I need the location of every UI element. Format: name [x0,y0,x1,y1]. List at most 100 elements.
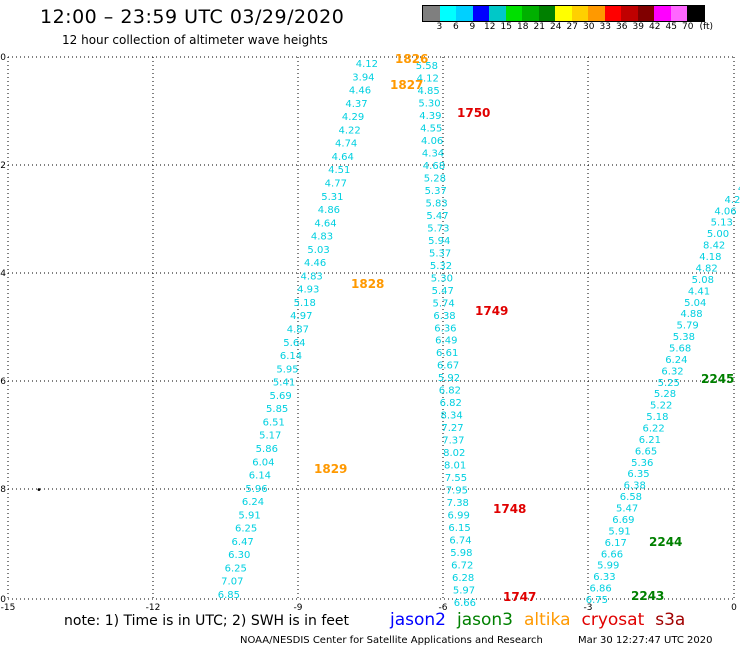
wave-height-value: 7.38 [447,498,469,509]
wave-height-value: 6.82 [439,386,461,397]
wave-height-value: 6.86 [590,584,612,595]
x-tick-label: -15 [1,603,16,613]
satellite-altika: altika [524,610,571,630]
wave-height-value: 5.99 [597,561,619,572]
legend-tick-label: 12 [484,22,496,32]
wave-height-value: 6.47 [232,537,254,548]
satellite-legend: jason2 jason3 altika cryosat s3a [390,610,696,630]
wave-height-value: 5.91 [238,510,260,521]
wave-height-value: 3.94 [352,72,374,83]
wave-height-value: 5.36 [631,458,653,469]
wave-height-value: 6.25 [225,563,247,574]
wave-height-value: 5.68 [669,343,691,354]
wave-height-value: 6.61 [436,348,458,359]
wave-height-value: 5.32 [430,261,452,272]
wave-height-value: 5.96 [245,484,267,495]
wave-height-value: 4.37 [345,99,367,110]
legend-swatch [456,6,473,21]
wave-height-value: 5.83 [425,198,447,209]
legend-tick-label: 9 [469,22,476,32]
legend-tick-label: 42 [649,22,661,32]
wave-height-value: 6.28 [452,573,474,584]
legend-swatch [472,6,489,21]
wave-height-value: 7.27 [441,423,463,434]
legend-swatch [621,6,638,21]
time-label: 1749 [475,304,508,318]
wave-height-value: 4.29 [342,112,364,123]
wave-height-value: 4.68 [423,161,445,172]
wave-height-value: 5.28 [654,389,676,400]
wave-height-value: 6.72 [451,561,473,572]
wave-height-value: 7.55 [445,473,467,484]
legend-tick-label: 15 [500,22,512,32]
wave-height-value: 4.12 [356,59,378,70]
legend-swatch [489,6,506,21]
wave-height-value: 4.06 [421,136,443,147]
wave-height-value: 6.24 [242,497,264,508]
legend-swatch [654,6,671,21]
wave-height-value: 6.74 [449,536,471,547]
page-title: 12:00 – 23:59 UTC 03/29/2020 [40,6,345,28]
legend-swatch [423,6,440,21]
legend-unit: (ft) [699,22,714,32]
legend-tick-label: 30 [583,22,595,32]
wave-height-value: 5.47 [426,211,448,222]
wave-height-value: 4.46 [304,258,326,269]
wave-height-value: 5.41 [273,378,295,389]
legend-tick-label: 45 [665,22,677,32]
wave-height-value: 5.85 [266,404,288,415]
wave-height-value: 4.93 [297,285,319,296]
legend-swatch [522,6,539,21]
legend-tick-label: 27 [566,22,578,32]
wave-height-value: 4.06 [714,206,736,217]
wave-height-value: 5.37 [425,186,447,197]
legend-swatch [555,6,572,21]
legend-swatch [538,6,555,21]
legend-tick-label: 18 [517,22,529,32]
legend-tick-label: 24 [550,22,562,32]
wave-height-value: 6.58 [620,492,642,503]
wave-height-value: 5.18 [646,412,668,423]
wave-height-value: 4.88 [680,309,702,320]
wave-height-value: 5.69 [269,391,291,402]
time-label: 1747 [503,590,536,604]
wave-height-value: 6.85 [218,590,240,601]
wave-height-value: 6.30 [228,550,250,561]
wave-height-value: 5.37 [429,248,451,259]
wave-height-value: 6.38 [624,481,646,492]
wave-height-value: 6.36 [434,323,456,334]
wave-height-value: 6.14 [249,471,271,482]
wave-height-value: 5.98 [450,548,472,559]
color-legend [422,5,705,22]
wave-height-value: 5.74 [433,298,455,309]
wave-height-value: 4.22 [338,125,360,136]
wave-height-value: 5.08 [692,275,714,286]
wave-height-value: 5.22 [650,401,672,412]
wave-height-value: 6.82 [440,398,462,409]
x-tick-label: -6 [439,603,448,613]
wave-height-value: 8.01 [444,461,466,472]
wave-height-value: 4.55 [420,123,442,134]
wave-height-value: 4.39 [419,111,441,122]
wave-height-value: 4.34 [422,148,444,159]
wave-height-value: 4.87 [287,325,309,336]
wave-height-value: 5.25 [658,378,680,389]
wave-height-value: 6.14 [280,351,302,362]
x-tick-label: -3 [584,603,593,613]
legend-swatch [604,6,621,21]
page-subtitle: 12 hour collection of altimeter wave hei… [62,33,328,47]
y-tick-label: -10 [0,595,6,605]
wave-height-value: 6.17 [605,538,627,549]
wave-height-value: 4.64 [314,218,336,229]
wave-height-value: 4.51 [328,165,350,176]
legend-tick-label: 33 [599,22,611,32]
wave-height-value: 5.47 [616,504,638,515]
wave-height-value: 5.95 [276,364,298,375]
wave-height-value: 8.34 [440,411,462,422]
y-tick-label: 0 [0,53,6,63]
legend-swatch [637,6,654,21]
position-marker: • [36,485,42,496]
y-tick-label: -8 [0,485,6,495]
wave-height-value: 5.86 [256,444,278,455]
wave-height-value: 5.97 [453,586,475,597]
